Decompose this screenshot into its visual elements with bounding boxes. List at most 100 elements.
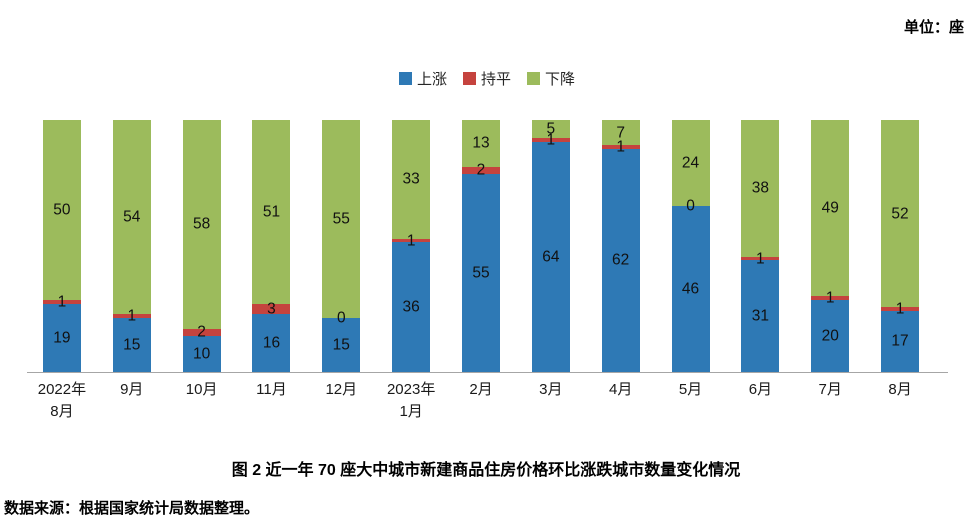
bar-stack: 5 1 64	[531, 120, 570, 372]
bar-segment-down: 49	[811, 120, 850, 297]
bar-segment-up: 19	[42, 303, 81, 372]
bar-stack: 58 2 10	[182, 120, 221, 372]
bar-segment-up: 31	[741, 260, 780, 372]
bar-stack: 52 1 17	[881, 120, 920, 372]
bar-column: 58 2 10	[167, 120, 237, 372]
value-label-down: 24	[681, 154, 700, 172]
bar-segment-up: 36	[392, 242, 431, 372]
bar-segment-down: 33	[392, 120, 431, 239]
x-axis-label: 6月	[748, 381, 773, 398]
bar-column: 49 1 20	[795, 120, 865, 372]
legend-swatch-up	[398, 72, 412, 85]
x-axis-label: 2022年 8月	[37, 381, 87, 420]
bar-segment-down: 7	[601, 120, 640, 146]
value-label-down: 7	[616, 123, 625, 141]
legend-label: 上涨	[416, 71, 447, 88]
bar-stack: 55 0 15	[322, 120, 361, 372]
bar-segment-down: 55	[322, 120, 361, 318]
value-label-down: 38	[751, 179, 769, 197]
value-label-down: 49	[821, 199, 839, 217]
value-label-up: 16	[262, 334, 281, 352]
value-label-down: 58	[192, 215, 211, 233]
bar-segment-down: 24	[671, 120, 710, 207]
data-source: 数据来源：根据国家统计局数据整理。	[4, 500, 260, 517]
bar-column: 50 1 19	[27, 120, 97, 372]
bar-column: 24 0 46	[656, 120, 726, 372]
bar-column: 55 0 15	[306, 120, 376, 372]
bar-segment-down: 13	[461, 120, 500, 167]
x-axis-label: 11月	[256, 381, 287, 398]
bar-segment-flat: 2	[182, 325, 221, 340]
bar-segment-up: 16	[252, 314, 291, 372]
bar-stack: 50 1 19	[42, 120, 81, 372]
bar-segment-down: 54	[112, 120, 151, 315]
value-label-up: 55	[472, 264, 490, 282]
value-label-up: 64	[542, 248, 560, 266]
bar-stack: 13 2 55	[461, 120, 500, 372]
bar-segment-up: 62	[601, 148, 640, 372]
bar-segment-up: 10	[182, 336, 221, 372]
bar-column: 5 1 64	[516, 120, 586, 372]
bar-segment-up: 55	[461, 174, 500, 372]
value-label-up: 10	[192, 345, 211, 363]
x-axis-label: 10月	[185, 381, 218, 398]
x-axis-label: 3月	[539, 381, 563, 398]
value-label-up: 15	[123, 336, 141, 354]
bar-segment-up: 15	[322, 318, 361, 372]
value-label-up: 20	[821, 327, 839, 345]
bar-column: 7 1 62	[586, 120, 656, 372]
bar-segment-flat: 3	[252, 301, 291, 316]
bar-segment-down: 58	[182, 120, 221, 329]
bar-segment-down: 50	[42, 120, 81, 301]
x-axis-label: 9月	[120, 381, 144, 398]
value-label-down: 5	[546, 120, 556, 138]
bar-column: 54 1 15	[97, 120, 167, 372]
bar-segment-up: 20	[811, 300, 850, 372]
legend-swatch-flat	[462, 72, 476, 85]
x-axis-label: 12月	[325, 381, 358, 398]
bar-column: 52 1 17	[865, 120, 935, 372]
bar-segment-up: 46	[671, 206, 710, 372]
value-label-down: 50	[53, 201, 71, 219]
bar-segment-flat: 2	[461, 163, 500, 178]
bar-segment-down: 51	[252, 120, 291, 304]
value-label-up: 46	[681, 280, 700, 298]
legend-label: 下降	[545, 71, 576, 88]
value-label-up: 62	[612, 251, 630, 269]
x-axis-label: 5月	[678, 381, 703, 398]
value-label-down: 33	[402, 170, 420, 188]
bar-stack: 33 1 36	[392, 120, 431, 372]
x-axis-labels: 2022年 8月 9月 10月 11月 12月 2023年 1月 2月 3月 4月 5月 6月 7月 8月	[27, 379, 935, 423]
bar-stack: 38 1 31	[741, 120, 780, 372]
value-label-up: 15	[332, 336, 350, 354]
bar-stack: 24 0 46	[671, 120, 710, 372]
bar-stack: 54 1 15	[112, 120, 151, 372]
bar-segment-up: 64	[531, 141, 570, 372]
value-label-up: 19	[53, 329, 71, 347]
legend-item-up: 上涨	[398, 68, 447, 89]
value-label-up: 17	[891, 332, 909, 350]
value-label-down: 54	[123, 208, 141, 226]
value-label-down: 13	[472, 134, 490, 152]
bar-segment-up: 15	[112, 318, 151, 372]
bar-segment-up: 17	[881, 310, 920, 372]
x-axis-label: 8月	[888, 381, 912, 398]
bar-column: 13 2 55	[446, 120, 516, 372]
bar-segment-down: 38	[741, 120, 780, 257]
legend: 上涨 持平 下降	[27, 68, 947, 89]
plot-area: 50 1 19 54 1 15 58 2 10 51 3 16 55 0 15 33 1 36 13 2 55 5 1 64 7…	[27, 120, 935, 372]
legend-item-down: 下降	[527, 68, 575, 89]
x-axis-label: 2月	[469, 381, 493, 398]
legend-item-flat: 持平	[462, 68, 511, 89]
bar-column: 51 3 16	[237, 120, 307, 372]
value-label-down: 52	[891, 204, 909, 222]
bar-segment-down: 5	[531, 120, 570, 139]
bar-stack: 51 3 16	[252, 120, 291, 372]
value-label-down: 55	[332, 210, 350, 228]
unit-label: 单位：座	[903, 19, 964, 36]
legend-label: 持平	[480, 71, 511, 88]
x-axis-label: 7月	[818, 381, 842, 398]
x-axis-line	[27, 372, 948, 373]
bar-column: 33 1 36	[376, 120, 446, 372]
